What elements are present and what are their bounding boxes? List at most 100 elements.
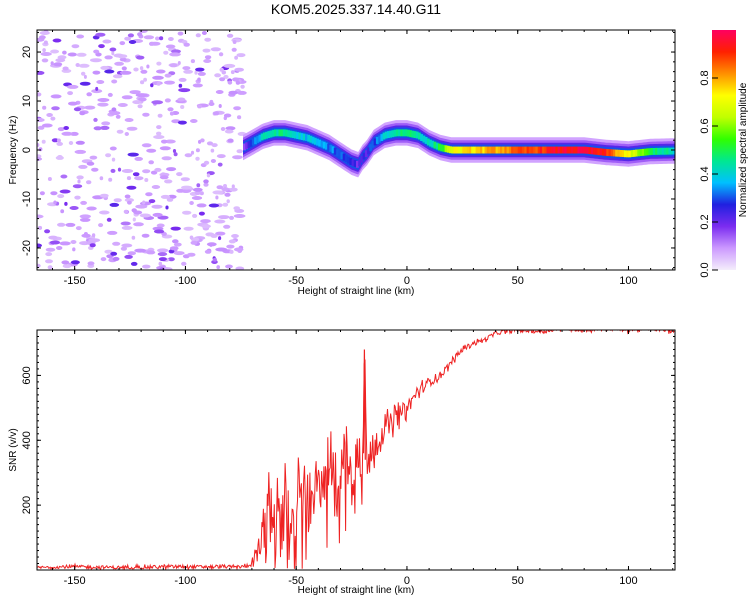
spectrogram-noise-blob bbox=[218, 215, 230, 220]
spectrogram-noise-blob bbox=[127, 251, 136, 256]
spectrogram-noise-blob bbox=[55, 58, 66, 63]
spectrogram-noise-blob bbox=[159, 267, 165, 270]
spectrogram-ridge-cell bbox=[661, 147, 665, 155]
spectrogram-ridge-cell bbox=[307, 134, 311, 142]
spectrogram-noise-blob bbox=[178, 83, 183, 88]
spectrogram-noise-blob bbox=[112, 74, 123, 79]
spectrogram-noise-blob bbox=[159, 175, 169, 180]
spectrogram-ridge-cell bbox=[280, 129, 284, 137]
spectrogram-ridge-cell bbox=[418, 132, 421, 140]
spectrogram-noise-blob bbox=[99, 210, 110, 215]
spectrogram-ridge-cell bbox=[537, 146, 541, 154]
spectrogram-noise-blob bbox=[59, 241, 71, 246]
spectrogram-noise-blob bbox=[99, 176, 104, 181]
spectrogram-ridge-cell bbox=[641, 148, 645, 156]
spectrogram-noise-blob bbox=[149, 41, 161, 46]
spectrogram-noise-blob bbox=[161, 156, 172, 161]
spectrogram-noise-blob bbox=[139, 213, 151, 218]
spectrogram-data bbox=[37, 30, 675, 270]
spectrogram-noise-blob bbox=[232, 40, 237, 44]
spectrogram-ridge-cell bbox=[562, 146, 565, 154]
spectrogram-ylabel: Frequency (Hz) bbox=[8, 116, 19, 185]
spectrogram-noise-blob bbox=[52, 38, 62, 43]
spectrogram-noise-blob bbox=[200, 219, 211, 224]
spectrogram-ridge-cell bbox=[473, 146, 477, 154]
spectrogram-noise-blob bbox=[140, 69, 148, 74]
spectrogram-noise-blob bbox=[127, 33, 134, 38]
spectrogram-ridge-cell bbox=[522, 146, 525, 154]
spectrogram-noise-blob bbox=[172, 149, 177, 153]
spectrogram-ridge-cell bbox=[342, 153, 346, 161]
spectrogram-noise-blob bbox=[50, 191, 58, 196]
spectrogram-noise-blob bbox=[206, 141, 214, 146]
spectrogram-ridge-cell bbox=[322, 141, 326, 149]
spectrogram-ridge-cell bbox=[375, 137, 379, 144]
spectrogram-noise-blob bbox=[70, 260, 80, 265]
spectrogram-ridge-cell bbox=[371, 140, 375, 148]
spectrogram-noise-blob bbox=[151, 204, 163, 209]
spectrogram-ridge-cell bbox=[646, 148, 649, 156]
spectrogram-ridge-cell bbox=[579, 146, 583, 154]
spectrogram-noise-blob bbox=[218, 104, 222, 108]
spectrogram-noise-blob bbox=[104, 249, 113, 254]
spectrogram-noise-blob bbox=[237, 115, 242, 120]
spectrogram-ridge-cell bbox=[367, 147, 370, 155]
spectrogram-ridge-cell bbox=[311, 136, 315, 144]
spectrogram-noise-blob bbox=[223, 63, 236, 68]
spectrogram-ridge-cell bbox=[360, 155, 364, 163]
spectrogram-noise-blob bbox=[145, 192, 153, 197]
spectrogram-noise-blob bbox=[173, 251, 185, 256]
spectrogram-ridge-cell bbox=[615, 149, 618, 157]
spectrogram-noise-blob bbox=[137, 104, 143, 109]
spectrogram-noise-blob bbox=[165, 44, 176, 49]
spectrogram-ridge-cell bbox=[247, 141, 251, 148]
spectrogram-noise-blob bbox=[41, 58, 49, 63]
spectrogram-noise-blob bbox=[203, 182, 209, 187]
spectrogram-ridge-cell bbox=[287, 130, 291, 138]
spectrogram-ridge-cell bbox=[391, 130, 395, 138]
spectrogram-noise-blob bbox=[214, 73, 222, 78]
spectrogram-ridge-cell bbox=[606, 149, 610, 156]
spectrogram-noise-blob bbox=[37, 92, 42, 97]
spectrogram-noise-blob bbox=[86, 92, 92, 97]
spectrogram-ridge-cell bbox=[333, 147, 337, 155]
spectrogram-ridge-cell bbox=[429, 139, 432, 147]
spectrogram-noise-blob bbox=[177, 61, 181, 65]
spectrogram-noise-blob bbox=[158, 261, 163, 266]
spectrogram-ridge-cell bbox=[294, 131, 297, 139]
spectrogram-noise-blob bbox=[165, 98, 171, 103]
spectrogram-noise-blob bbox=[68, 101, 78, 106]
spectrogram-noise-blob bbox=[192, 187, 203, 192]
spectrogram-ridge-cell bbox=[373, 138, 377, 146]
spectrogram-ridge-cell bbox=[524, 146, 528, 154]
spectrogram-noise-blob bbox=[196, 203, 207, 208]
spectrogram-ridge-cell bbox=[438, 143, 441, 151]
spectrogram-ridge-cell bbox=[356, 160, 359, 168]
spectrogram-noise-blob bbox=[155, 36, 160, 41]
spectrogram-noise-blob bbox=[37, 214, 44, 219]
spectrogram-noise-blob bbox=[121, 225, 133, 230]
spectrogram-noise-blob bbox=[232, 155, 243, 160]
spectrogram-ridge-cell bbox=[617, 149, 621, 157]
spectrogram-noise-blob bbox=[190, 240, 198, 245]
spectrogram-noise-blob bbox=[135, 204, 148, 209]
spectrogram-ridge-cell bbox=[364, 150, 368, 158]
spectrogram-noise-blob bbox=[183, 226, 194, 231]
spectrogram-noise-blob bbox=[204, 37, 212, 42]
spectrogram-ridge-cell bbox=[628, 150, 632, 158]
spectrogram-ridge-cell bbox=[504, 146, 508, 154]
spectrogram-noise-blob bbox=[109, 47, 117, 52]
spectrogram-noise-blob bbox=[74, 149, 87, 154]
spectrogram-noise-blob bbox=[109, 111, 121, 116]
spectrogram-noise-blob bbox=[171, 49, 181, 54]
snr-ylabel: SNR (v/v) bbox=[8, 428, 19, 471]
spectrogram-noise-blob bbox=[201, 224, 211, 229]
spectrogram-noise-blob bbox=[164, 73, 172, 78]
spectrogram-noise-blob bbox=[60, 209, 65, 214]
spectrogram-noise-blob bbox=[121, 169, 134, 173]
spectrogram-ridge-cell bbox=[480, 146, 483, 154]
spectrogram-ridge-cell bbox=[553, 146, 556, 154]
spectrogram-noise-blob bbox=[132, 172, 140, 177]
spectrogram-noise-blob bbox=[53, 62, 63, 67]
spectrogram-ridge-cell bbox=[619, 150, 623, 157]
